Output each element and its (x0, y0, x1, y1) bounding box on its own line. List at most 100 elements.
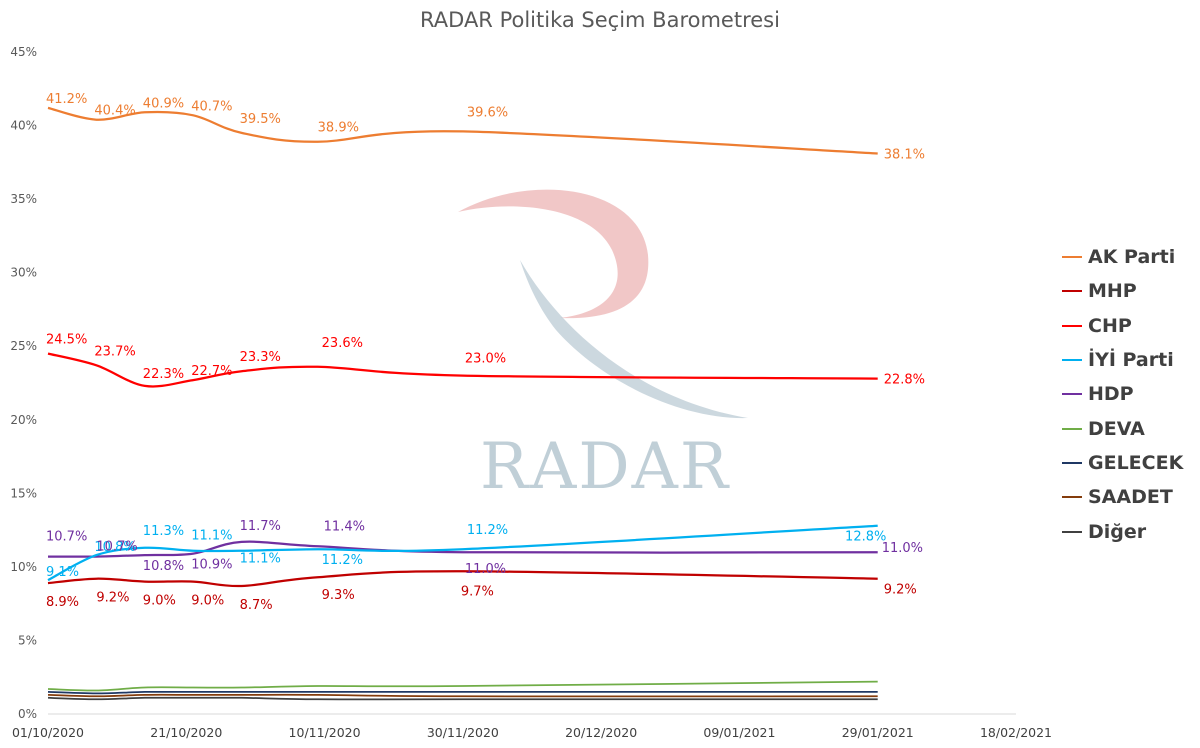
series-line-hdp (47, 540, 878, 558)
series-line-saadet (47, 693, 878, 698)
legend-label: DEVA (1088, 417, 1145, 440)
data-label-ak: 38.1% (884, 148, 925, 163)
legend-swatch (1062, 530, 1082, 533)
chart-axes: 0% 5% 10% 15% 20% 25% 30% 35% 40% 45% 01/10/2020 21… (10, 45, 1052, 740)
data-label-chp: 22.8% (884, 373, 925, 388)
series-line-gelecek (47, 690, 878, 695)
data-label-mhp: 8.9% (46, 595, 79, 610)
data-label-ak: 38.9% (318, 121, 359, 136)
data-label-chp: 22.3% (143, 367, 184, 382)
legend-swatch (1062, 290, 1082, 293)
data-label-iyi: 10.8% (94, 540, 135, 555)
chart-title: RADAR Politika Seçim Barometresi (420, 8, 780, 32)
y-tick-label: 0% (18, 707, 37, 721)
y-tick-label: 25% (10, 339, 37, 353)
legend-swatch (1062, 427, 1082, 430)
data-label-iyi: 11.1% (240, 552, 281, 567)
series-line-mhp (47, 570, 878, 588)
legend-label: HDP (1088, 383, 1134, 406)
x-tick-label: 30/11/2020 (427, 725, 499, 740)
data-label-iyi: 11.1% (191, 529, 232, 544)
data-label-ak: 39.5% (240, 112, 281, 127)
data-labels: 41.2% 40.4% 40.9% 40.7% 39.5% 38.9% 39.6% 38.1%… (46, 92, 925, 613)
data-label-hdp: 10.7% (46, 530, 87, 545)
chart-legend: AK Parti MHP CHP İYİ Parti HDP DEVA GELECEK SAA… (1062, 240, 1183, 549)
data-label-ak: 40.7% (191, 99, 232, 114)
legend-swatch (1062, 256, 1082, 259)
legend-item-diger: Diğer (1062, 514, 1183, 548)
series-line-deva (47, 680, 878, 692)
legend-swatch (1062, 359, 1082, 362)
data-label-mhp: 9.7% (461, 584, 494, 599)
y-tick-label: 35% (10, 192, 37, 206)
legend-item-mhp: MHP (1062, 274, 1183, 308)
x-tick-label: 21/10/2020 (150, 725, 222, 740)
x-tick-label: 20/12/2020 (565, 725, 637, 740)
series-line-chp (47, 352, 878, 388)
y-tick-label: 40% (10, 119, 37, 133)
series-line-ak (47, 106, 878, 155)
data-label-ak: 39.6% (467, 105, 508, 120)
legend-label: AK Parti (1088, 246, 1176, 269)
data-label-iyi: 11.2% (467, 523, 508, 538)
series-line-diger (47, 696, 878, 701)
legend-swatch (1062, 496, 1082, 499)
data-label-hdp: 11.4% (324, 519, 365, 534)
legend-label: İYİ Parti (1088, 349, 1174, 372)
data-label-hdp: 11.7% (240, 519, 281, 534)
data-label-hdp: 11.0% (465, 562, 506, 577)
watermark-swoosh-red (458, 189, 649, 319)
data-label-chp: 23.6% (322, 336, 363, 351)
y-tick-label: 30% (10, 266, 37, 280)
data-label-iyi: 12.8% (845, 530, 886, 545)
x-tick-label: 09/01/2021 (703, 725, 775, 740)
data-label-ak: 40.9% (143, 96, 184, 111)
legend-label: MHP (1088, 280, 1137, 303)
y-tick-label: 45% (10, 45, 37, 59)
legend-swatch (1062, 393, 1082, 396)
legend-item-saadet: SAADET (1062, 480, 1183, 514)
legend-swatch (1062, 461, 1082, 464)
x-tick-label: 10/11/2020 (289, 725, 361, 740)
y-tick-label: 20% (10, 413, 37, 427)
data-label-ak: 40.4% (94, 104, 135, 119)
legend-item-chp: CHP (1062, 309, 1183, 343)
y-tick-label: 10% (10, 560, 37, 574)
x-tick-label: 29/01/2021 (842, 725, 914, 740)
legend-item-ak: AK Parti (1062, 240, 1183, 274)
data-label-iyi: 9.1% (46, 565, 79, 580)
data-label-hdp: 10.9% (191, 558, 232, 573)
legend-item-iyi: İYİ Parti (1062, 343, 1183, 377)
legend-item-hdp: HDP (1062, 377, 1183, 411)
series-line-iyi (47, 524, 878, 582)
data-label-iyi: 11.3% (143, 524, 184, 539)
watermark-swoosh-blue (520, 260, 748, 419)
data-label-iyi: 11.2% (322, 553, 363, 568)
data-label-hdp: 10.7% (96, 540, 137, 555)
legend-item-gelecek: GELECEK (1062, 446, 1183, 480)
data-label-chp: 23.0% (465, 352, 506, 367)
data-label-mhp: 9.0% (191, 594, 224, 609)
legend-label: Diğer (1088, 520, 1147, 543)
x-tick-label: 01/10/2020 (12, 725, 84, 740)
data-label-hdp: 11.0% (882, 541, 923, 556)
legend-swatch (1062, 324, 1082, 327)
y-tick-label: 5% (18, 633, 37, 647)
x-tick-label: 18/02/2021 (980, 725, 1052, 740)
radar-watermark: RADAR (458, 189, 748, 504)
data-label-chp: 24.5% (46, 333, 87, 348)
data-label-mhp: 9.3% (322, 588, 355, 603)
data-label-ak: 41.2% (46, 92, 87, 107)
watermark-text: RADAR (480, 430, 730, 504)
legend-item-deva: DEVA (1062, 411, 1183, 445)
y-tick-label: 15% (10, 486, 37, 500)
data-label-chp: 23.7% (94, 344, 135, 359)
data-label-mhp: 9.2% (884, 583, 917, 598)
data-label-chp: 22.7% (191, 364, 232, 379)
data-label-mhp: 9.0% (143, 594, 176, 609)
legend-label: SAADET (1088, 486, 1173, 509)
series-lines (47, 106, 878, 701)
data-label-mhp: 8.7% (240, 598, 273, 613)
legend-label: GELECEK (1088, 451, 1184, 474)
